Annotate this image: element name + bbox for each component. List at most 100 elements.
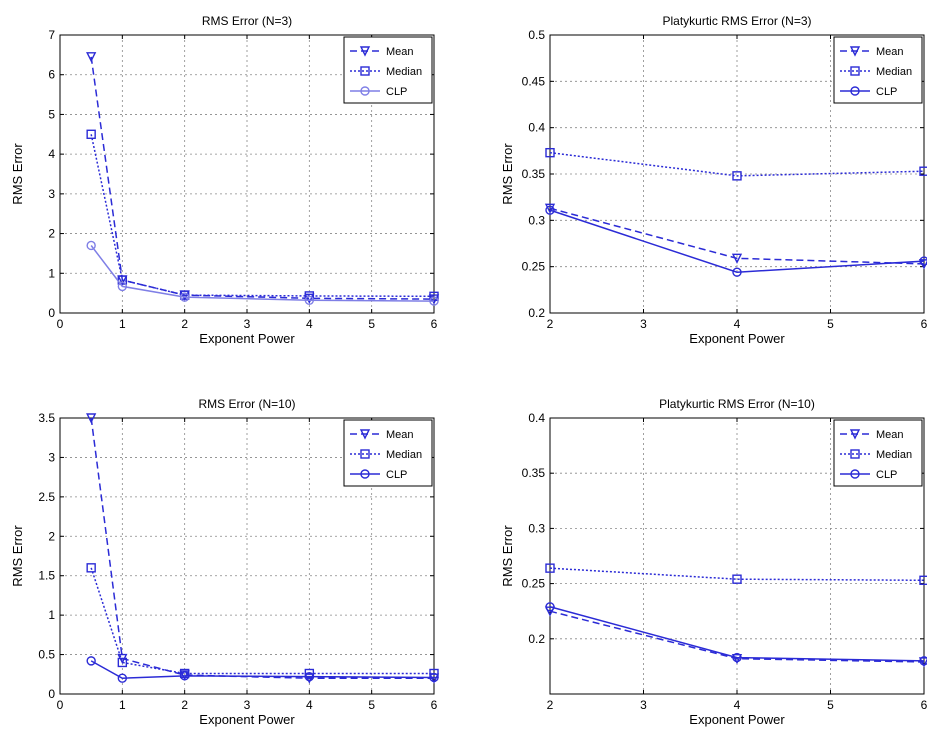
series-line-median bbox=[549, 151, 925, 177]
legend-marker-median bbox=[360, 66, 370, 76]
data-point-median bbox=[732, 574, 742, 584]
chart-4: 2 3 4 5 6 0.2 0.25 0.3 0.35 0.4 Platykurtic RMS Er… bbox=[500, 397, 927, 727]
data-point-clp bbox=[179, 671, 190, 681]
data-point-median bbox=[429, 668, 439, 679]
series-median bbox=[545, 147, 927, 181]
data-point-median bbox=[545, 147, 555, 158]
x-tick-label: 1 bbox=[119, 317, 126, 331]
series-line-clp bbox=[549, 606, 925, 662]
x-axis-label: Exponent Power bbox=[689, 712, 785, 727]
data-point-clp bbox=[304, 295, 315, 305]
y-tick-label: 1 bbox=[48, 608, 55, 622]
data-point-mean bbox=[918, 657, 927, 668]
legend: Mean Median CLP bbox=[343, 36, 433, 104]
data-point-mean bbox=[918, 259, 927, 270]
y-tick-label: 0.5 bbox=[528, 28, 545, 42]
legend-label-mean: Mean bbox=[386, 46, 414, 58]
data-point-mean bbox=[304, 673, 315, 684]
x-tick-label: 6 bbox=[921, 698, 927, 712]
legend-box bbox=[833, 36, 923, 104]
x-tick-label: 2 bbox=[547, 698, 554, 712]
y-tick-label: 3 bbox=[48, 187, 55, 201]
y-tick-label: 7 bbox=[48, 28, 55, 42]
x-tick-label: 0 bbox=[57, 698, 64, 712]
y-tick-label: 0.3 bbox=[528, 521, 545, 535]
y-tick-label: 4 bbox=[48, 147, 55, 161]
x-tick-label: 6 bbox=[431, 698, 438, 712]
data-point-median bbox=[304, 668, 315, 679]
legend-marker-clp bbox=[850, 469, 860, 479]
y-tick-label: 3.5 bbox=[38, 411, 55, 425]
y-tick-label: 0.45 bbox=[522, 74, 546, 88]
data-point-clp bbox=[429, 672, 439, 683]
legend-label-mean: Mean bbox=[876, 429, 904, 441]
data-point-median bbox=[919, 575, 927, 585]
legend-label-median: Median bbox=[386, 66, 422, 78]
data-point-clp bbox=[304, 671, 315, 682]
series-line-mean bbox=[90, 417, 434, 679]
legend-label-median: Median bbox=[876, 66, 912, 78]
y-tick-label: 0.3 bbox=[528, 213, 545, 227]
data-point-median bbox=[86, 129, 96, 139]
series-line-median bbox=[90, 567, 434, 675]
data-point-mean bbox=[731, 253, 743, 264]
series-line-clp bbox=[549, 209, 925, 273]
series-line-clp bbox=[90, 245, 435, 302]
y-tick-label: 0.5 bbox=[38, 648, 55, 662]
legend-label-clp: CLP bbox=[876, 469, 897, 481]
legend-marker-mean bbox=[359, 429, 371, 440]
series-line-median bbox=[90, 134, 435, 298]
legend-label-median: Median bbox=[876, 449, 912, 461]
x-tick-label: 3 bbox=[244, 698, 251, 712]
y-tick-label: 3 bbox=[48, 450, 55, 464]
series-clp bbox=[545, 205, 927, 277]
series-clp bbox=[86, 240, 439, 306]
y-tick-label: 0.25 bbox=[522, 260, 546, 274]
legend-box bbox=[343, 419, 433, 487]
data-point-median bbox=[732, 171, 742, 181]
y-axis-label: RMS Error bbox=[500, 143, 515, 205]
y-tick-label: 0.2 bbox=[528, 306, 545, 320]
y-tick-label: 0.4 bbox=[528, 411, 545, 425]
series-line-mean bbox=[549, 207, 925, 265]
chart-title: Platykurtic RMS Error (N=3) bbox=[662, 14, 811, 28]
data-point-median bbox=[117, 657, 128, 668]
data-point-clp bbox=[117, 673, 128, 683]
data-point-mean bbox=[179, 670, 190, 681]
data-point-mean bbox=[428, 294, 440, 305]
legend-label-mean: Mean bbox=[876, 46, 904, 58]
data-point-mean bbox=[731, 653, 743, 665]
chart-2: 2 3 4 5 6 0.2 0.25 0.3 0.35 0.4 0.45 0.5 Platykurtic… bbox=[500, 14, 927, 346]
legend-marker-clp bbox=[360, 469, 370, 479]
x-axis-label: Exponent Power bbox=[199, 712, 295, 727]
legend: Mean Median CLP bbox=[833, 36, 923, 104]
legend-label-clp: CLP bbox=[876, 86, 897, 98]
x-tick-label: 4 bbox=[306, 698, 313, 712]
legend: Mean Median CLP bbox=[343, 419, 433, 487]
data-point-clp bbox=[429, 296, 439, 306]
x-tick-label: 2 bbox=[181, 317, 188, 331]
chart-1: 0 1 2 3 4 5 6 0 1 2 3 4 5 6 7 RMS Error (N=3) Exponent P… bbox=[10, 14, 440, 346]
legend-marker-mean bbox=[849, 429, 861, 440]
legend-label-clp: CLP bbox=[386, 469, 407, 481]
x-tick-label: 3 bbox=[640, 698, 647, 712]
x-tick-label: 1 bbox=[119, 698, 126, 712]
data-point-mean bbox=[86, 413, 97, 424]
y-tick-label: 2 bbox=[48, 227, 55, 241]
x-tick-label: 6 bbox=[431, 317, 438, 331]
legend-marker-median bbox=[850, 449, 860, 459]
legend-label-clp: CLP bbox=[386, 86, 407, 98]
data-point-clp bbox=[732, 652, 742, 663]
x-axis-label: Exponent Power bbox=[199, 331, 295, 346]
legend-marker-mean bbox=[359, 46, 371, 57]
legend-marker-clp bbox=[850, 86, 860, 96]
y-tick-label: 2.5 bbox=[38, 490, 55, 504]
data-point-clp bbox=[545, 205, 555, 215]
legend-marker-median bbox=[360, 449, 370, 459]
y-tick-label: 0.2 bbox=[528, 632, 545, 646]
data-point-clp bbox=[919, 256, 927, 266]
x-tick-label: 6 bbox=[921, 317, 927, 331]
series-clp bbox=[86, 656, 439, 683]
data-point-clp bbox=[732, 267, 742, 277]
